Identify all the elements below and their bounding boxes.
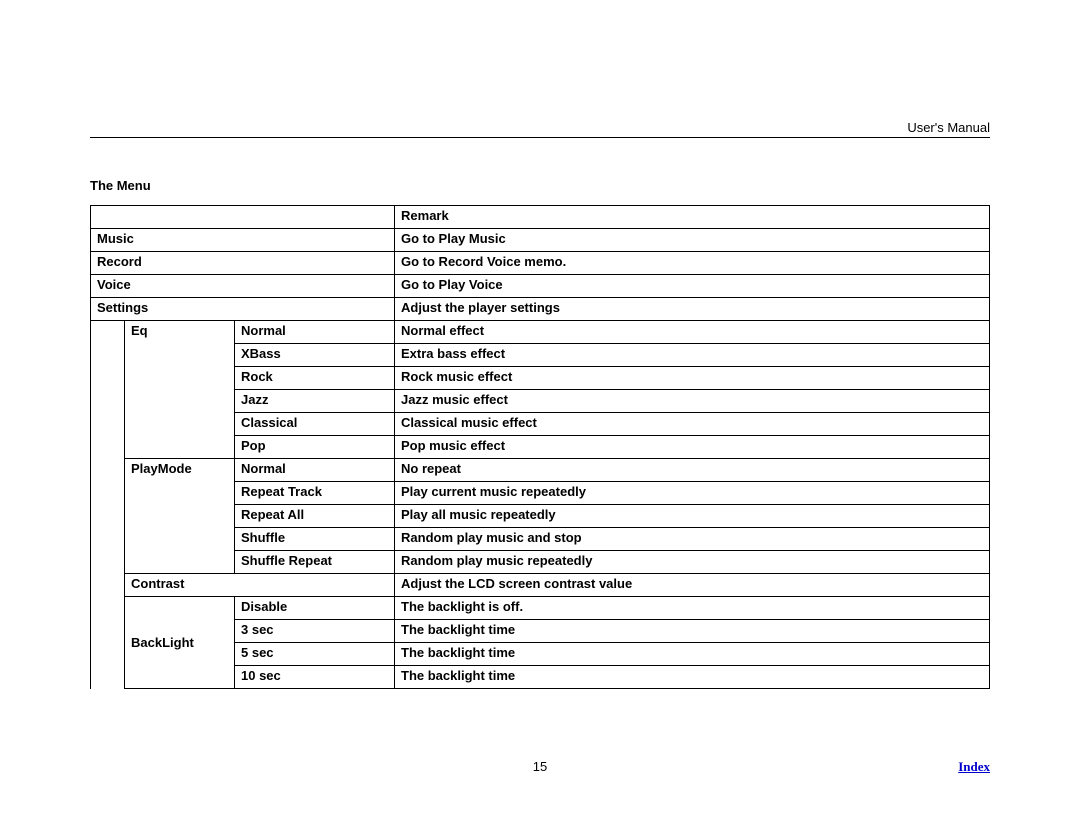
index-link[interactable]: Index bbox=[958, 759, 990, 775]
eq-remark: Rock music effect bbox=[395, 367, 990, 390]
table-row: BackLight Disable The backlight is off. bbox=[91, 597, 990, 620]
menu-table: Remark Music Go to Play Music Record Go … bbox=[90, 205, 990, 689]
playmode-remark: No repeat bbox=[395, 459, 990, 482]
menu-voice-remark: Go to Play Voice bbox=[395, 275, 990, 298]
menu-music-remark: Go to Play Music bbox=[395, 229, 990, 252]
playmode-remark: Random play music and stop bbox=[395, 528, 990, 551]
backlight-label: BackLight bbox=[125, 597, 235, 689]
page-number: 15 bbox=[90, 759, 990, 774]
playmode-label: PlayMode bbox=[125, 459, 235, 574]
table-row: Contrast Adjust the LCD screen contrast … bbox=[91, 574, 990, 597]
table-row: Eq Normal Normal effect bbox=[91, 321, 990, 344]
header-title: User's Manual bbox=[90, 120, 990, 138]
eq-remark: Pop music effect bbox=[395, 436, 990, 459]
backlight-remark: The backlight is off. bbox=[395, 597, 990, 620]
playmode-remark: Play current music repeatedly bbox=[395, 482, 990, 505]
table-row: Remark bbox=[91, 206, 990, 229]
eq-option: Pop bbox=[235, 436, 395, 459]
menu-settings: Settings bbox=[91, 298, 395, 321]
backlight-option: 5 sec bbox=[235, 643, 395, 666]
menu-voice: Voice bbox=[91, 275, 395, 298]
backlight-option: 3 sec bbox=[235, 620, 395, 643]
backlight-remark: The backlight time bbox=[395, 620, 990, 643]
playmode-option: Shuffle Repeat bbox=[235, 551, 395, 574]
playmode-option: Repeat Track bbox=[235, 482, 395, 505]
table-row: Music Go to Play Music bbox=[91, 229, 990, 252]
eq-option: Normal bbox=[235, 321, 395, 344]
playmode-option: Normal bbox=[235, 459, 395, 482]
playmode-option: Repeat All bbox=[235, 505, 395, 528]
eq-remark: Normal effect bbox=[395, 321, 990, 344]
backlight-option: 10 sec bbox=[235, 666, 395, 689]
table-row: Settings Adjust the player settings bbox=[91, 298, 990, 321]
menu-record-remark: Go to Record Voice memo. bbox=[395, 252, 990, 275]
table-row: PlayMode Normal No repeat bbox=[91, 459, 990, 482]
eq-remark: Classical music effect bbox=[395, 413, 990, 436]
eq-remark: Jazz music effect bbox=[395, 390, 990, 413]
menu-music: Music bbox=[91, 229, 395, 252]
eq-label: Eq bbox=[125, 321, 235, 459]
playmode-remark: Random play music repeatedly bbox=[395, 551, 990, 574]
settings-indent bbox=[91, 321, 125, 689]
backlight-remark: The backlight time bbox=[395, 643, 990, 666]
table-row: Voice Go to Play Voice bbox=[91, 275, 990, 298]
eq-remark: Extra bass effect bbox=[395, 344, 990, 367]
backlight-option: Disable bbox=[235, 597, 395, 620]
menu-record: Record bbox=[91, 252, 395, 275]
section-title: The Menu bbox=[90, 178, 990, 193]
menu-settings-remark: Adjust the player settings bbox=[395, 298, 990, 321]
contrast-label: Contrast bbox=[125, 574, 395, 597]
table-row: Record Go to Record Voice memo. bbox=[91, 252, 990, 275]
eq-option: Classical bbox=[235, 413, 395, 436]
col-remark: Remark bbox=[395, 206, 990, 229]
backlight-remark: The backlight time bbox=[395, 666, 990, 689]
eq-option: Rock bbox=[235, 367, 395, 390]
playmode-remark: Play all music repeatedly bbox=[395, 505, 990, 528]
contrast-remark: Adjust the LCD screen contrast value bbox=[395, 574, 990, 597]
eq-option: Jazz bbox=[235, 390, 395, 413]
eq-option: XBass bbox=[235, 344, 395, 367]
playmode-option: Shuffle bbox=[235, 528, 395, 551]
